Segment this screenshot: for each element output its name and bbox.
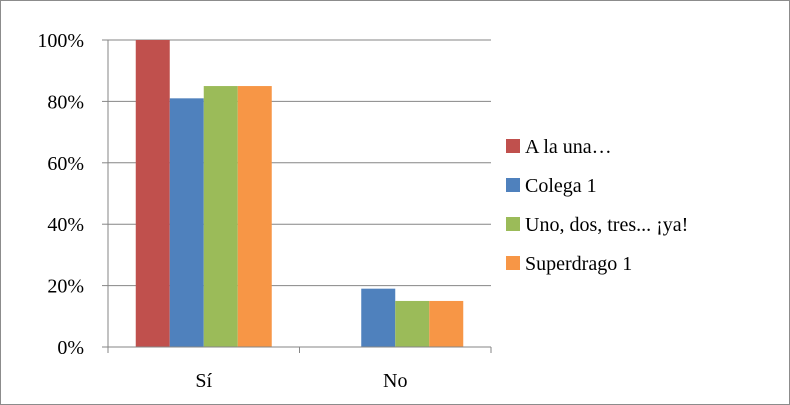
legend-swatch xyxy=(506,256,520,270)
y-tick-label: 60% xyxy=(47,153,84,175)
legend-label: A la una… xyxy=(525,136,612,158)
y-tick-label: 0% xyxy=(57,337,84,359)
bar xyxy=(135,40,170,347)
axes xyxy=(107,40,491,348)
bar xyxy=(203,86,238,348)
bar xyxy=(169,98,204,347)
legend-swatch xyxy=(506,217,520,231)
x-category-label: Sí xyxy=(195,370,212,392)
y-tick-label: 80% xyxy=(47,91,84,113)
legend-swatch xyxy=(506,139,520,153)
bar xyxy=(361,288,396,347)
legend-label: Colega 1 xyxy=(525,175,597,197)
y-tick-label: 20% xyxy=(47,276,84,298)
legend-label: Uno, dos, tres... ¡ya! xyxy=(525,214,688,236)
legend-label: Superdrago 1 xyxy=(525,253,632,275)
bars xyxy=(135,40,464,348)
bar xyxy=(429,300,464,347)
legend-swatch xyxy=(506,178,520,192)
bar xyxy=(395,300,430,347)
x-category-labels: Sí No xyxy=(195,370,407,392)
x-category-label: No xyxy=(383,370,407,392)
bar xyxy=(237,86,272,348)
y-tick-label: 100% xyxy=(37,30,84,52)
y-tick-labels: 0% 20% 40% 60% 80% 100% xyxy=(37,30,84,359)
y-tick-label: 40% xyxy=(47,214,84,236)
legend: A la una… Colega 1 Uno, dos, tres... ¡ya! S… xyxy=(506,136,688,275)
